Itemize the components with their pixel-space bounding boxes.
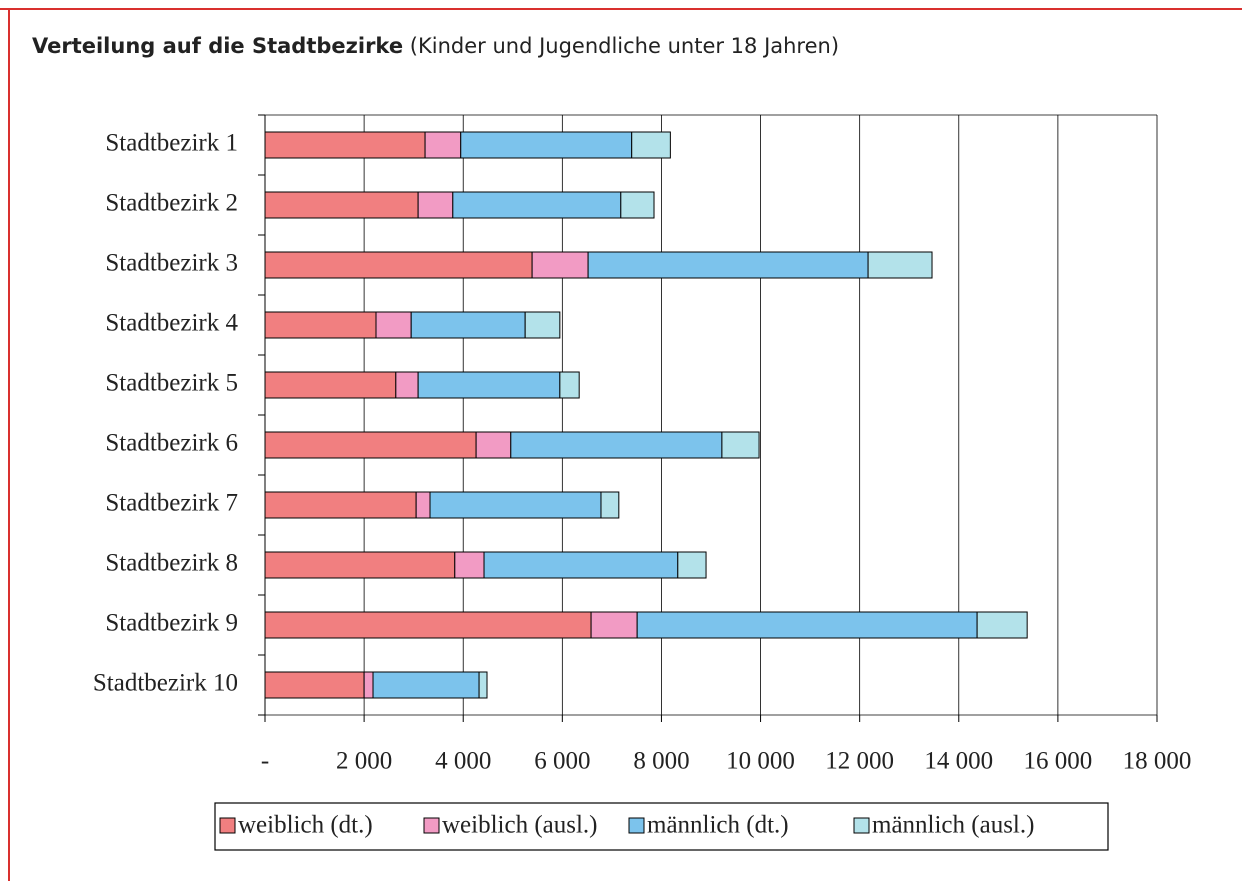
y-tick-label: Stadtbezirk 4: [105, 310, 238, 337]
bar-segment: [677, 551, 707, 579]
bar-segment: [524, 311, 561, 339]
legend-swatch: [853, 817, 870, 834]
bar-segment: [867, 251, 933, 279]
bar-segment: [478, 671, 488, 699]
subtitle: (Kinder und Jugendliche unter 18 Jahren): [410, 34, 839, 58]
bar-segment: [429, 491, 602, 519]
legend-swatch: [423, 817, 440, 834]
chart-title: Verteilung auf die Stadtbezirke (Kinder …: [32, 34, 839, 58]
bar-segment: [417, 371, 561, 399]
bar-segment: [424, 131, 462, 159]
x-tick-label: 8 000: [633, 748, 689, 775]
x-tick-label: 12 000: [825, 748, 894, 775]
y-tick-label: Stadtbezirk 6: [105, 430, 238, 457]
y-tick-label: Stadtbezirk 10: [93, 670, 238, 697]
bar-segment: [631, 131, 671, 159]
bar-segment: [721, 431, 760, 459]
y-tick-label: Stadtbezirk 7: [105, 490, 238, 517]
y-tick-label: Stadtbezirk 5: [105, 370, 238, 397]
bar-segment: [264, 311, 377, 339]
y-tick-label: Stadtbezirk 3: [105, 250, 238, 277]
title: Verteilung auf die Stadtbezirke: [32, 34, 403, 58]
legend-label: weiblich (dt.): [238, 812, 373, 839]
bar-segment: [636, 611, 978, 639]
legend-label: männlich (ausl.): [872, 812, 1034, 839]
bar-segment: [483, 551, 679, 579]
x-tick-label: -: [261, 748, 269, 775]
bar-segment: [375, 311, 412, 339]
bar-segment: [620, 191, 655, 219]
x-tick-label: 14 000: [924, 748, 993, 775]
y-tick-label: Stadtbezirk 8: [105, 550, 238, 577]
y-tick-label: Stadtbezirk 9: [105, 610, 238, 637]
bar-segment: [510, 431, 723, 459]
bar-segment: [460, 131, 633, 159]
bar-segment: [264, 491, 417, 519]
legend-box: [214, 802, 1109, 851]
bar-segment: [531, 251, 589, 279]
x-tick-label: 10 000: [726, 748, 795, 775]
bar-segment: [410, 311, 526, 339]
bar-segment: [452, 191, 622, 219]
x-tick-label: 4 000: [435, 748, 491, 775]
bar-segment: [395, 371, 419, 399]
x-tick-label: 18 000: [1123, 748, 1192, 775]
legend-swatch: [628, 817, 645, 834]
x-tick-label: 6 000: [534, 748, 590, 775]
bar-segment: [264, 371, 397, 399]
bar-segment: [264, 431, 477, 459]
legend-label: männlich (dt.): [647, 812, 789, 839]
y-tick-label: Stadtbezirk 2: [105, 190, 238, 217]
legend-label: weiblich (ausl.): [442, 812, 598, 839]
bar-segment: [415, 491, 431, 519]
bar-segment: [264, 191, 419, 219]
bar-segment: [264, 611, 592, 639]
x-tick-label: 2 000: [336, 748, 392, 775]
legend-swatch: [219, 817, 236, 834]
bar-segment: [454, 551, 485, 579]
bar-segment: [559, 371, 580, 399]
bar-segment: [264, 251, 533, 279]
bar-segment: [264, 551, 456, 579]
bar-segment: [590, 611, 638, 639]
x-tick-label: 16 000: [1024, 748, 1093, 775]
bar-segment: [363, 671, 374, 699]
bar-segment: [264, 131, 426, 159]
bar-segment: [587, 251, 869, 279]
y-tick-label: Stadtbezirk 1: [105, 130, 238, 157]
bar-segment: [417, 191, 454, 219]
bar-segment: [372, 671, 480, 699]
bar-segment: [264, 671, 365, 699]
bar-segment: [600, 491, 620, 519]
bar-segment: [976, 611, 1028, 639]
bar-segment: [475, 431, 512, 459]
